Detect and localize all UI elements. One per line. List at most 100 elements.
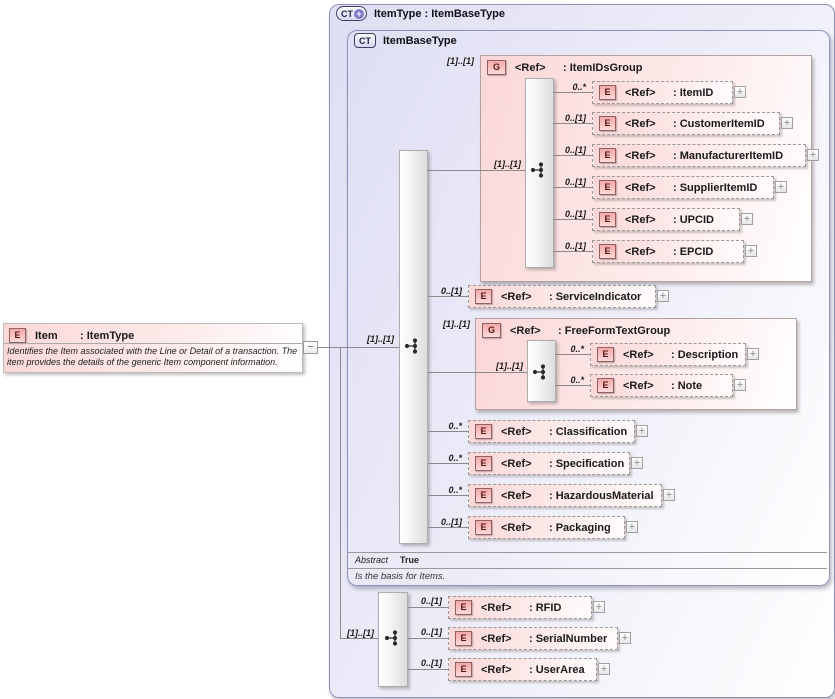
connector-line	[428, 495, 468, 496]
ref-label: <Ref>	[623, 379, 654, 392]
element-upcid[interactable]: E <Ref> : UPCID	[592, 208, 740, 231]
cardinality-label: 0..[1]	[420, 627, 442, 637]
element-packaging[interactable]: E <Ref> : Packaging	[468, 516, 625, 539]
expand-icon[interactable]: +	[663, 489, 675, 501]
cardinality-label: 0..[1]	[564, 113, 586, 123]
group-badge: G	[482, 323, 501, 338]
connector-line	[555, 385, 590, 386]
connector-line	[428, 527, 468, 528]
cardinality-label: [1]..[1]	[447, 56, 474, 66]
element-note[interactable]: E <Ref> : Note	[590, 374, 733, 397]
ref-label: <Ref>	[625, 245, 656, 258]
connector-line	[555, 354, 590, 355]
element-name: : Note	[671, 379, 703, 392]
ref-label: <Ref>	[481, 601, 512, 614]
page-title: ItemType : ItemBaseType	[374, 7, 506, 20]
element-classification[interactable]: E <Ref> : Classification	[468, 420, 635, 443]
expand-icon[interactable]: +	[619, 632, 631, 644]
element-badge: E	[597, 347, 614, 362]
element-badge: E	[475, 424, 492, 439]
cardinality-label: 0..[1]	[564, 209, 586, 219]
cardinality-label: [1]..[1]	[494, 159, 521, 169]
element-hazardousmaterial[interactable]: E <Ref> : HazardousMaterial	[468, 484, 662, 507]
expand-icon[interactable]: +	[657, 290, 669, 302]
connector-line	[408, 638, 448, 639]
element-item[interactable]: E Item : ItemType	[3, 323, 303, 373]
annotation-text: Is the basis for Items.	[355, 571, 446, 582]
ref-label: <Ref>	[625, 181, 656, 194]
connector-line	[340, 638, 378, 639]
expand-icon[interactable]: +	[593, 601, 605, 613]
expand-icon[interactable]: +	[734, 379, 746, 391]
expand-icon[interactable]: +	[745, 245, 757, 257]
group-freeformtextgroup-title: G <Ref> : FreeFormTextGroup	[476, 319, 796, 338]
element-name: : UPCID	[673, 213, 714, 226]
ref-label: <Ref>	[625, 149, 656, 162]
expand-icon[interactable]: +	[807, 149, 819, 161]
element-specification[interactable]: E <Ref> : Specification	[468, 452, 630, 475]
connector-line	[553, 187, 592, 188]
complextype-badge: CT	[354, 33, 376, 48]
element-name: : SerialNumber	[529, 632, 608, 645]
element-badge: E	[9, 328, 26, 343]
connector-line	[553, 219, 592, 220]
cardinality-label: 0..[1]	[564, 241, 586, 251]
collapse-icon[interactable]: −	[303, 341, 318, 354]
cardinality-label: 0..*	[570, 344, 584, 354]
element-customeritemid[interactable]: E <Ref> : CustomerItemID	[592, 112, 780, 135]
cardinality-label: 0..*	[448, 421, 462, 431]
divider	[348, 552, 827, 553]
ref-label: <Ref>	[510, 324, 541, 337]
connector-line	[553, 155, 592, 156]
sequence-icon	[384, 630, 398, 646]
ct-badge-label: CT	[359, 35, 371, 46]
complextype-extended-badge: CT +	[336, 6, 367, 21]
element-badge: E	[599, 212, 616, 227]
expand-icon[interactable]: +	[741, 213, 753, 225]
element-userarea[interactable]: E <Ref> : UserArea	[448, 658, 597, 681]
plus-icon: +	[354, 8, 364, 19]
cardinality-label: 0..[1]	[564, 145, 586, 155]
expand-icon[interactable]: +	[631, 457, 643, 469]
cardinality-label: 0..*	[448, 485, 462, 495]
connector-line	[428, 463, 468, 464]
connector-line	[553, 251, 592, 252]
element-itemid[interactable]: E <Ref> : ItemID	[592, 81, 733, 104]
divider	[4, 343, 302, 344]
expand-icon[interactable]: +	[734, 86, 746, 98]
ref-label: <Ref>	[625, 86, 656, 99]
element-name: : Classification	[549, 425, 628, 438]
element-serialnumber[interactable]: E <Ref> : SerialNumber	[448, 627, 618, 650]
ct-badge-label: CT	[341, 8, 353, 19]
cardinality-label: 0..*	[572, 82, 586, 92]
expand-icon[interactable]: +	[626, 521, 638, 533]
element-badge: E	[599, 180, 616, 195]
element-badge: E	[455, 662, 472, 677]
connector-line	[340, 347, 341, 639]
abstract-value: True	[400, 555, 420, 565]
element-epcid[interactable]: E <Ref> : EPCID	[592, 240, 744, 263]
group-name: : ItemIDsGroup	[563, 61, 643, 74]
expand-icon[interactable]: +	[747, 348, 759, 360]
element-name: : RFID	[529, 601, 562, 614]
cardinality-label: 0..[1]	[420, 596, 442, 606]
connector-line	[553, 123, 592, 124]
element-badge: E	[475, 488, 492, 503]
element-serviceindicator[interactable]: E <Ref> : ServiceIndicator	[468, 285, 656, 308]
expand-icon[interactable]: +	[636, 425, 648, 437]
ref-label: <Ref>	[501, 457, 532, 470]
element-supplieritemid[interactable]: E <Ref> : SupplierItemID	[592, 176, 774, 199]
complextype-itemtype-title: CT + ItemType : ItemBaseType	[336, 6, 505, 21]
expand-icon[interactable]: +	[781, 117, 793, 129]
cardinality-label: 0..*	[570, 375, 584, 385]
expand-icon[interactable]: +	[775, 181, 787, 193]
element-rfid[interactable]: E <Ref> : RFID	[448, 596, 592, 619]
ref-label: <Ref>	[501, 489, 532, 502]
element-manufactureritemid[interactable]: E <Ref> : ManufacturerItemID	[592, 144, 806, 167]
element-badge: E	[455, 600, 472, 615]
element-name: : Description	[671, 348, 739, 361]
expand-icon[interactable]: +	[598, 663, 610, 675]
element-description[interactable]: E <Ref> : Description	[590, 343, 746, 366]
ref-label: <Ref>	[481, 663, 512, 676]
sequence-bar-itemids	[525, 78, 554, 268]
